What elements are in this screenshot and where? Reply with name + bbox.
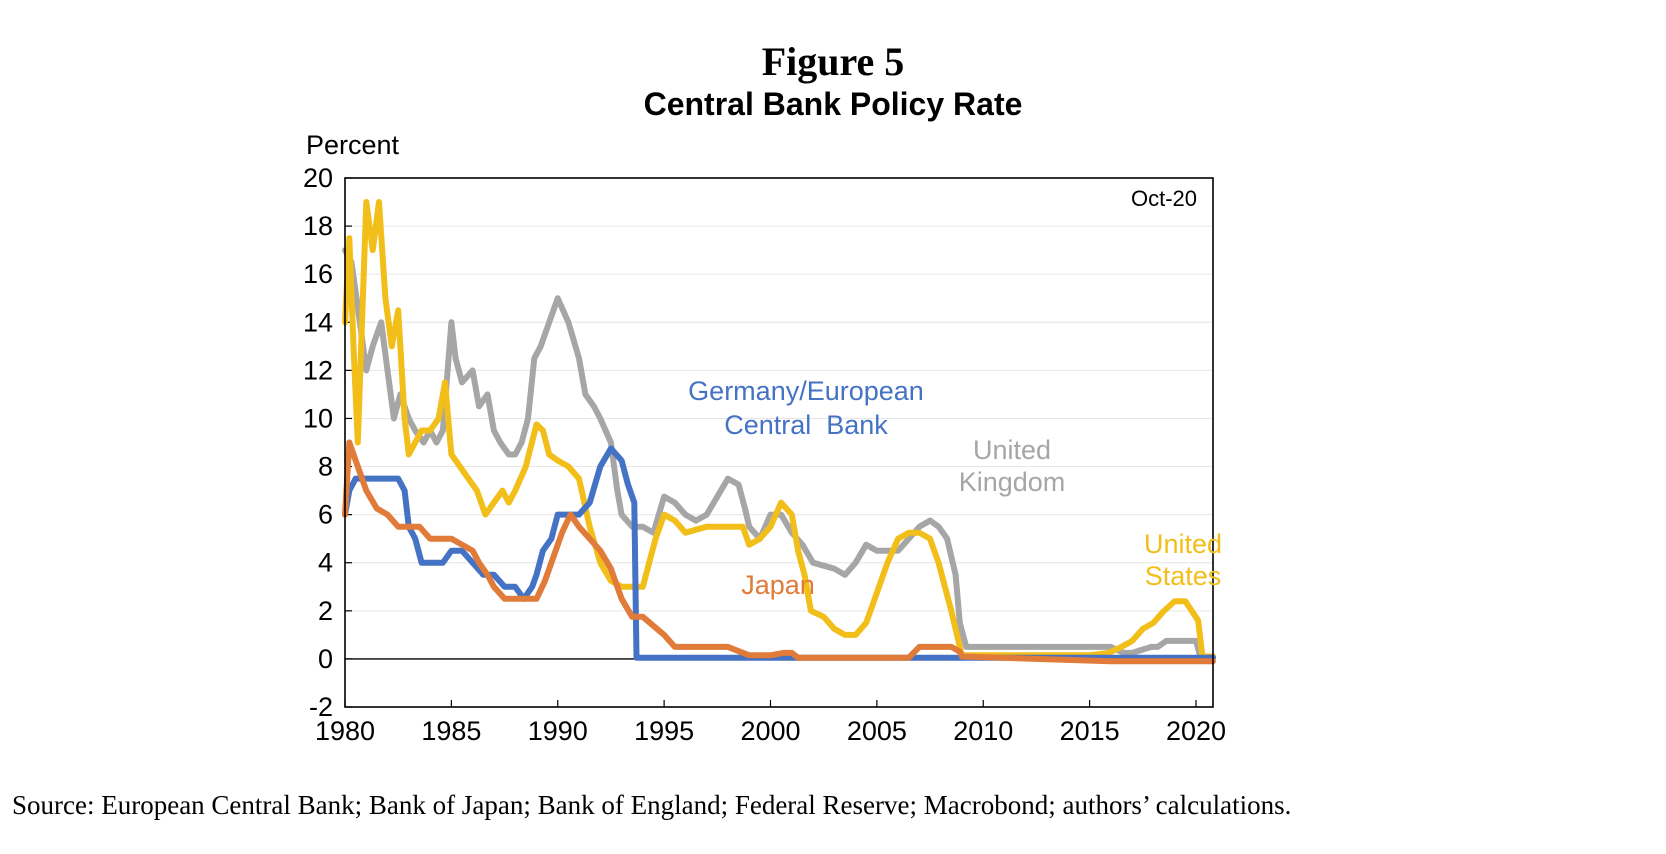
series-line: [342, 439, 1216, 665]
y-tick-label: 16: [303, 259, 333, 289]
y-tick-label: 12: [303, 355, 333, 385]
y-tick-label: -2: [309, 692, 333, 722]
y-tick-label: 4: [318, 548, 333, 578]
y-tick-label: 18: [303, 211, 333, 241]
series-label: Japan: [741, 570, 815, 600]
x-tick-label: 1980: [315, 716, 375, 746]
y-tick-label: 0: [318, 644, 333, 674]
y-tick-label: 20: [303, 163, 333, 193]
y-tick-label: 8: [318, 452, 333, 482]
series-line: [342, 199, 1216, 660]
policy-rate-chart: -2 0 2 4 6 8 10 12 14 16 18 20 1980 1985 1990 1995 2000 2…: [303, 130, 1226, 746]
x-tick-label: 2005: [847, 716, 907, 746]
y-tick-label: 14: [303, 307, 333, 337]
y-tick-label: 2: [318, 596, 333, 626]
series-line: [342, 247, 1216, 660]
source-note: Source: European Central Bank; Bank of J…: [12, 790, 1292, 820]
chart-title: Central Bank Policy Rate: [643, 86, 1023, 122]
x-tick-label: 2010: [953, 716, 1013, 746]
x-tick-label: 1990: [528, 716, 588, 746]
plot-frame: [344, 177, 1214, 708]
y-tick-label: 6: [318, 500, 333, 530]
x-tick-label: 1985: [421, 716, 481, 746]
x-tick-label: 2015: [1060, 716, 1120, 746]
x-tick-label: 1995: [634, 716, 694, 746]
date-note: Oct-20: [1131, 186, 1197, 211]
series-label: Central Bank: [724, 410, 888, 440]
series-label: Kingdom: [959, 467, 1066, 497]
series-label: United: [973, 435, 1051, 465]
series-label: Germany/European: [688, 376, 924, 406]
y-axis-label: Percent: [306, 130, 400, 160]
series-label: United: [1144, 529, 1222, 559]
y-tick-label: 10: [303, 403, 333, 433]
figure-number: Figure 5: [761, 39, 905, 84]
series-line: [342, 445, 1216, 661]
series-label: States: [1145, 561, 1222, 591]
x-tick-label: 2000: [740, 716, 800, 746]
x-tick-label: 2020: [1166, 716, 1226, 746]
